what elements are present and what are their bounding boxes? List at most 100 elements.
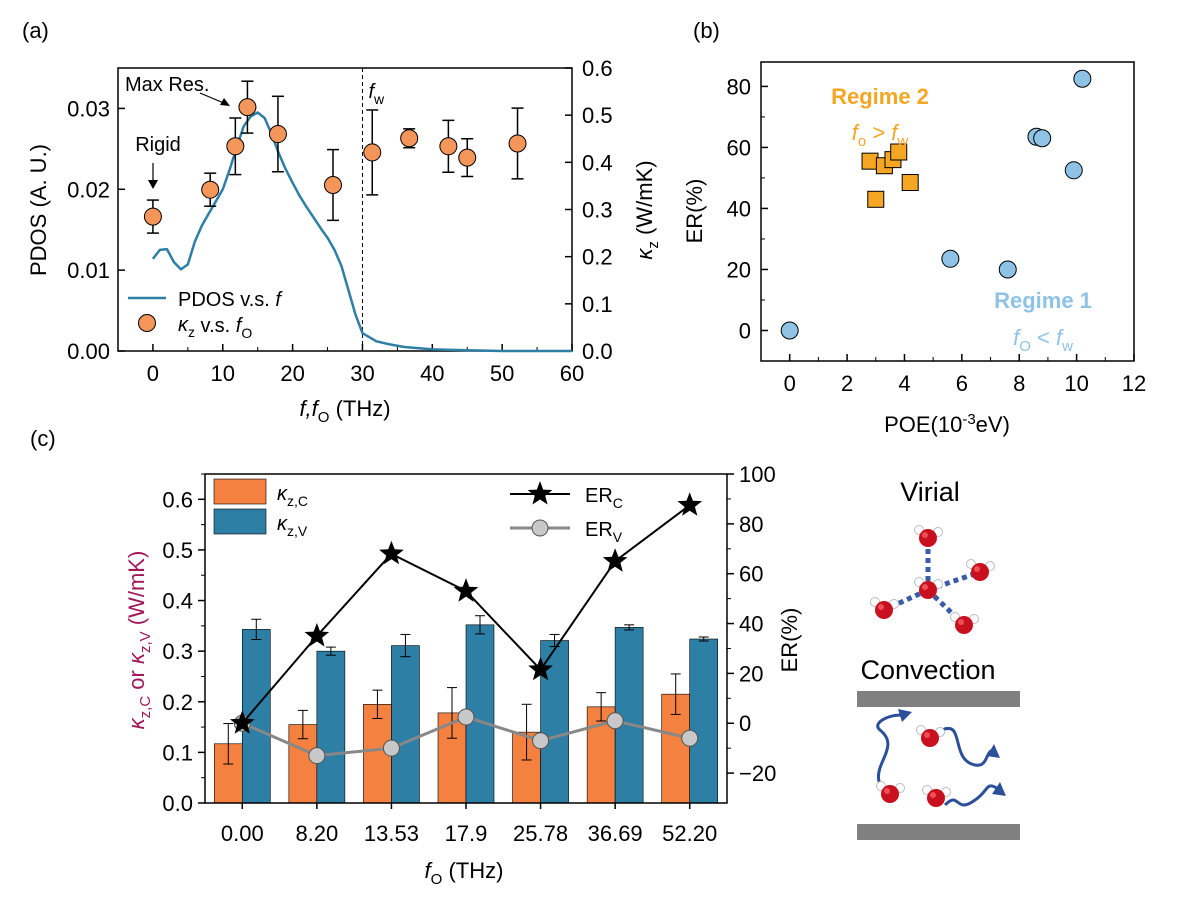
legend-kappa-label: κz v.s. fO <box>178 314 252 341</box>
y2-tick-label: 40 <box>739 612 763 637</box>
y-tick-label: 0.02 <box>67 177 110 202</box>
x-axis-label: POE(10-3eV) <box>884 411 1010 437</box>
x-tick-label: 10 <box>211 361 235 386</box>
text-span: O <box>1019 338 1031 355</box>
text-span: O <box>318 409 330 426</box>
legend-kappa-swatch <box>138 314 156 332</box>
er-c-point <box>304 623 330 647</box>
rigid-arrow-head <box>148 180 158 189</box>
y2-tick-label: 20 <box>739 661 763 686</box>
text-span: V <box>613 529 623 545</box>
text-span: f <box>368 81 376 103</box>
regime1-point <box>1064 161 1083 180</box>
y-tick-label: 80 <box>727 74 751 99</box>
y2-axis-label: κz (W/mK) <box>632 160 662 259</box>
text-span: o <box>858 133 866 150</box>
y2-tick-label: 0.3 <box>582 198 613 223</box>
regime1-label: Regime 1 <box>994 288 1092 313</box>
text-span: f <box>891 120 900 145</box>
er-c-point <box>379 540 404 565</box>
water-molecule <box>876 781 905 803</box>
regime1-point <box>941 249 960 268</box>
y-tick-label: 0.4 <box>162 589 193 614</box>
text-span: ER <box>585 519 613 541</box>
kappa-point <box>508 134 527 153</box>
oxygen-highlight <box>930 792 936 798</box>
panel-a: (a) 0 10 20 30 40 50 60 0.00 0.01 0.02 0.03 0.0 0.1 0.… <box>22 18 662 426</box>
water-molecule <box>914 525 943 547</box>
panel-c: (c) 0.00 8.20 13.53 17.9 25.78 36.69 52.20 0.0 0.… <box>30 426 802 888</box>
legend-er-v-swatch-marker <box>531 519 549 537</box>
oxygen-highlight <box>922 532 928 538</box>
x-tick-label: 0.00 <box>221 821 264 846</box>
regime1-point <box>780 321 799 340</box>
kappa-v-bar <box>391 645 420 804</box>
x-tick-label: 0 <box>147 361 159 386</box>
x-tick-label: 4 <box>898 371 910 396</box>
text-span: z <box>188 324 195 340</box>
max-res-label: Max Res. <box>125 74 209 96</box>
x-tick-label: 8 <box>1013 371 1025 396</box>
er-v-point <box>308 747 326 765</box>
rigid-label: Rigid <box>135 134 181 156</box>
y-tick-label: 0.01 <box>67 258 110 283</box>
oxygen-highlight <box>922 584 928 590</box>
text-span: f <box>275 289 283 311</box>
oxygen-highlight <box>924 732 930 738</box>
kappa-v-bar <box>316 650 346 804</box>
text-span: w <box>896 133 908 150</box>
y2-tick-label: 80 <box>739 512 763 537</box>
text-span: w <box>1061 338 1073 355</box>
regime2-point <box>901 174 919 192</box>
x-tick-label: 8.20 <box>295 821 338 846</box>
max-res-arrow-head <box>220 98 230 106</box>
x-tick-label: 13.53 <box>364 821 419 846</box>
y-axis-label: κz,C or κz,V (W/mK) <box>124 551 154 730</box>
x-tick-label: 20 <box>280 361 304 386</box>
kappa-point <box>238 98 257 117</box>
text-span: O <box>241 325 252 341</box>
text-span: -3 <box>962 411 975 428</box>
text-span: (W/mK) <box>124 551 149 632</box>
x-tick-label: 2 <box>841 371 853 396</box>
kappa-point <box>143 207 162 226</box>
plot-frame <box>760 61 1135 362</box>
water-molecule <box>914 577 943 599</box>
y-tick-label: 0.2 <box>162 690 193 715</box>
y-tick-label: 0.3 <box>162 639 193 664</box>
y-tick-label: 20 <box>727 257 751 282</box>
y-tick-label: 0.6 <box>162 487 193 512</box>
y2-axis-label: ER(%) <box>777 608 802 673</box>
text-span: (THz) <box>442 858 503 883</box>
text-span: f <box>425 858 434 883</box>
oxygen-atom <box>955 616 973 634</box>
regime1-point <box>998 260 1017 279</box>
kappa-point <box>323 175 342 194</box>
oxygen-highlight <box>958 619 964 625</box>
er-c-point <box>602 548 628 572</box>
oxygen-highlight <box>878 604 884 610</box>
oxygen-atom <box>881 785 899 803</box>
y-tick-label: 0 <box>739 318 751 343</box>
x-tick-label: 12 <box>1122 371 1146 396</box>
schematic: Virial Convection <box>857 477 1020 840</box>
convection-label: Convection <box>860 655 995 685</box>
kappa-point <box>363 143 382 162</box>
text-span: v.s. <box>195 315 236 337</box>
y2-tick-label: 0.4 <box>582 150 613 175</box>
text-span: or <box>124 664 149 696</box>
x-tick-label: 52.20 <box>662 821 717 846</box>
oxygen-atom <box>919 529 937 547</box>
panel-label: (b) <box>693 18 720 43</box>
x-tick-label: 25.78 <box>513 821 568 846</box>
text-span: z,C <box>137 696 154 719</box>
y2-tick-label: 60 <box>739 562 763 587</box>
virial-label: Virial <box>900 477 960 507</box>
fw-label: fw <box>368 81 385 107</box>
text-span: κ <box>124 717 149 729</box>
text-span: ER <box>585 485 613 507</box>
text-span: O <box>431 871 443 888</box>
y-tick-label: 0.0 <box>162 791 193 816</box>
er-c-point <box>528 656 553 681</box>
y2-tick-label: 0.5 <box>582 103 613 128</box>
